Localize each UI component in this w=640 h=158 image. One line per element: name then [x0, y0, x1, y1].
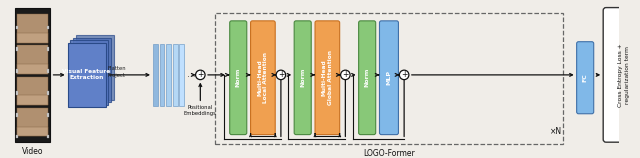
- FancyBboxPatch shape: [17, 33, 48, 43]
- FancyBboxPatch shape: [17, 95, 48, 105]
- FancyBboxPatch shape: [358, 21, 376, 135]
- FancyBboxPatch shape: [17, 46, 48, 74]
- Circle shape: [196, 70, 205, 80]
- Text: +: +: [342, 70, 349, 79]
- FancyBboxPatch shape: [380, 21, 399, 135]
- FancyBboxPatch shape: [16, 69, 19, 73]
- FancyBboxPatch shape: [47, 26, 49, 29]
- FancyBboxPatch shape: [16, 91, 19, 95]
- FancyBboxPatch shape: [159, 44, 164, 106]
- FancyBboxPatch shape: [17, 77, 48, 105]
- Text: Positional
Embeddings: Positional Embeddings: [184, 105, 217, 116]
- FancyBboxPatch shape: [16, 26, 19, 29]
- FancyBboxPatch shape: [315, 21, 340, 135]
- Text: Multi-Head
Global Attention: Multi-Head Global Attention: [322, 50, 333, 105]
- FancyBboxPatch shape: [76, 35, 114, 100]
- Circle shape: [276, 70, 285, 80]
- FancyBboxPatch shape: [577, 42, 594, 114]
- FancyBboxPatch shape: [17, 108, 48, 137]
- FancyBboxPatch shape: [17, 127, 48, 137]
- FancyBboxPatch shape: [15, 8, 50, 142]
- Text: MLP: MLP: [387, 70, 392, 85]
- FancyBboxPatch shape: [16, 135, 19, 138]
- FancyBboxPatch shape: [230, 21, 247, 135]
- Text: ×N: ×N: [550, 128, 562, 137]
- Text: Norm: Norm: [236, 68, 241, 87]
- FancyBboxPatch shape: [68, 43, 106, 107]
- Text: +: +: [197, 70, 204, 79]
- FancyBboxPatch shape: [47, 135, 49, 138]
- FancyBboxPatch shape: [17, 14, 48, 43]
- Text: +: +: [278, 70, 284, 79]
- Text: ...: ...: [187, 70, 196, 79]
- Text: Cross Entropy Loss +
regularization term: Cross Entropy Loss + regularization term: [618, 43, 630, 107]
- FancyBboxPatch shape: [47, 113, 49, 117]
- FancyBboxPatch shape: [17, 64, 48, 74]
- FancyBboxPatch shape: [603, 8, 640, 142]
- Text: Norm: Norm: [365, 68, 370, 87]
- FancyBboxPatch shape: [47, 69, 49, 73]
- Circle shape: [399, 70, 409, 80]
- Text: Multi-Head
Local Attention: Multi-Head Local Attention: [257, 52, 269, 103]
- FancyBboxPatch shape: [294, 21, 311, 135]
- FancyBboxPatch shape: [74, 38, 111, 102]
- FancyBboxPatch shape: [251, 21, 275, 135]
- Text: FC: FC: [582, 73, 588, 82]
- Circle shape: [340, 70, 350, 80]
- Text: Visual Feature
Extraction: Visual Feature Extraction: [63, 69, 111, 80]
- Text: Video: Video: [22, 147, 44, 156]
- FancyBboxPatch shape: [16, 113, 19, 117]
- FancyBboxPatch shape: [179, 44, 184, 106]
- FancyBboxPatch shape: [153, 44, 157, 106]
- Text: +: +: [401, 70, 407, 79]
- FancyBboxPatch shape: [16, 47, 19, 51]
- FancyBboxPatch shape: [47, 47, 49, 51]
- Text: Norm: Norm: [300, 68, 305, 87]
- Text: LOGO-Former: LOGO-Former: [363, 149, 415, 158]
- FancyBboxPatch shape: [47, 91, 49, 95]
- Text: Flatten
Project: Flatten Project: [108, 67, 126, 78]
- FancyBboxPatch shape: [166, 44, 171, 106]
- FancyBboxPatch shape: [70, 40, 108, 105]
- FancyBboxPatch shape: [173, 44, 177, 106]
